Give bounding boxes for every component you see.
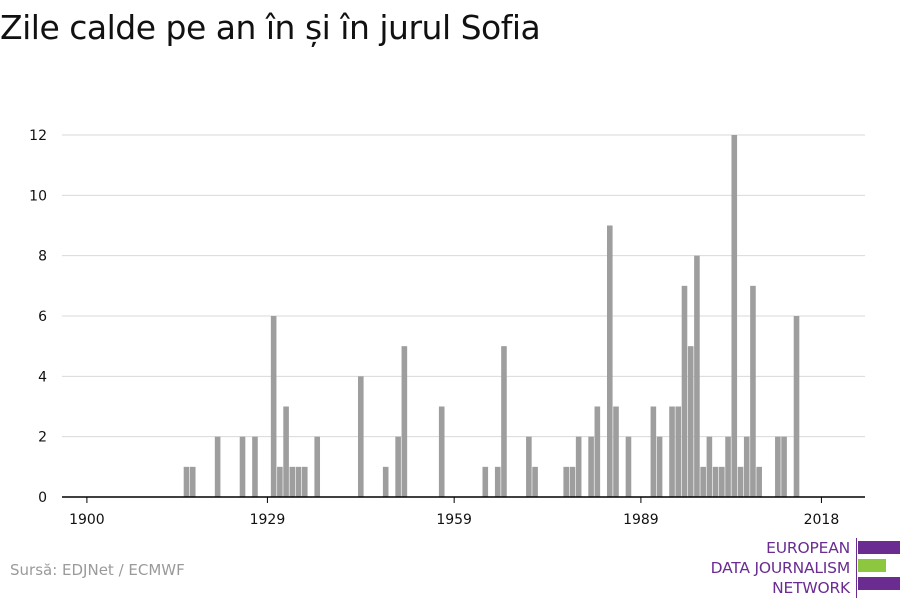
bar	[737, 466, 744, 497]
bar	[569, 466, 576, 497]
bar	[482, 466, 489, 497]
bar	[712, 466, 719, 497]
x-tick-label: 1900	[69, 512, 105, 528]
logo-bar-bottom	[858, 577, 900, 590]
bar	[189, 466, 196, 497]
bar	[694, 255, 700, 497]
logo-line-1: EUROPEAN	[766, 539, 850, 557]
edjnet-logo[interactable]: EUROPEAN DATA JOURNALISM NETWORK	[700, 538, 900, 598]
bar	[494, 466, 501, 497]
bar	[675, 406, 682, 497]
bar	[239, 436, 246, 497]
bar	[214, 436, 221, 497]
logo-divider	[856, 538, 857, 598]
bar	[700, 466, 706, 497]
x-tick-label: 2018	[804, 512, 840, 528]
y-tick-label: 0	[38, 490, 47, 506]
bar	[401, 346, 408, 497]
axes: 0 2 4 6 8 10 12 1900 1929 1959 1989 2018	[29, 128, 865, 528]
y-tick-label: 6	[38, 309, 47, 325]
bar	[252, 436, 258, 497]
bar	[438, 406, 445, 497]
bar	[650, 406, 657, 497]
bar	[357, 376, 364, 497]
bar	[563, 466, 570, 497]
bar	[725, 436, 731, 497]
bar	[289, 466, 296, 497]
y-tick-label: 10	[29, 188, 47, 204]
gridlines	[62, 134, 865, 438]
bar	[277, 466, 283, 497]
bar	[656, 436, 663, 497]
bar	[501, 346, 507, 497]
x-tick-label: 1929	[250, 512, 286, 528]
y-tick-label: 2	[38, 430, 47, 446]
bar	[270, 316, 277, 497]
logo-bar-top	[858, 541, 900, 554]
bar	[781, 436, 787, 497]
logo-line-3: NETWORK	[772, 579, 850, 597]
bars	[183, 135, 800, 497]
x-tick-label: 1989	[623, 512, 659, 528]
bar	[395, 436, 401, 497]
logo-bar-middle	[858, 559, 886, 572]
bar	[613, 406, 619, 497]
bar	[183, 466, 190, 497]
bar	[295, 466, 302, 497]
source-note: Sursă: EDJNet / ECMWF	[10, 561, 185, 579]
bar	[606, 225, 613, 497]
logo-line-2: DATA JOURNALISM	[710, 559, 851, 577]
bar	[575, 436, 582, 497]
bar	[314, 436, 321, 497]
y-tick-label: 12	[29, 128, 47, 144]
bar	[750, 285, 756, 497]
bar	[625, 436, 632, 497]
bar	[526, 436, 532, 497]
bar	[588, 436, 594, 497]
bar	[669, 406, 675, 497]
bar	[706, 436, 713, 497]
bar	[301, 466, 308, 497]
bar	[775, 436, 781, 497]
y-tick-label: 8	[38, 249, 47, 265]
bar	[731, 135, 738, 497]
bar	[756, 466, 762, 497]
chart-title: Zile calde pe an în și în jurul Sofia	[0, 8, 541, 47]
bar	[681, 285, 688, 497]
logo-text: EUROPEAN DATA JOURNALISM NETWORK	[710, 538, 851, 598]
x-tick-label: 1959	[436, 512, 472, 528]
bar	[594, 406, 601, 497]
bar	[719, 466, 725, 497]
bar	[532, 466, 538, 497]
y-tick-label: 4	[38, 369, 47, 385]
bar	[793, 316, 800, 497]
bar	[283, 406, 289, 497]
bar	[687, 346, 694, 497]
bar	[743, 436, 750, 497]
bar	[382, 466, 389, 497]
